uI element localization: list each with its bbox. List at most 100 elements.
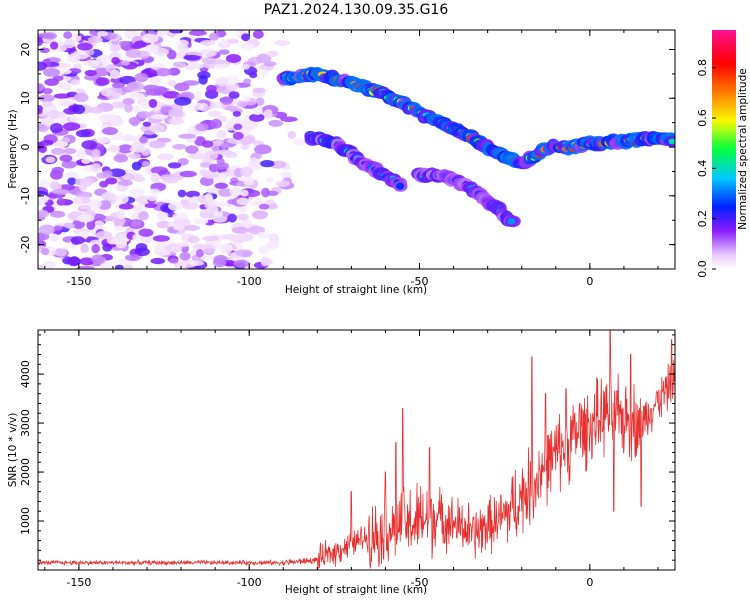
spectrogram-noise-cell [177, 158, 189, 166]
spectrogram-noise-cell [230, 234, 247, 244]
spectrogram-noise-cell [128, 91, 140, 97]
spectrogram-noise-cell [233, 259, 250, 268]
spectrogram-noise-cell [188, 30, 207, 36]
spectrogram-noise-cell [50, 233, 59, 243]
spectrogram-noise-cell [212, 257, 227, 268]
spectrogram-noise-cell [41, 247, 50, 256]
spectrogram-noise-cell [265, 241, 280, 250]
spectrogram-noise-cell [150, 114, 168, 120]
spectrogram-noise-cell [202, 235, 220, 242]
colorbar: 0.0 0.2 0.4 0.6 0.8 Normalized spectral ampl… [696, 30, 749, 278]
spectrogram-noise-cell [116, 209, 126, 220]
spectrogram-noise-cell [168, 258, 179, 264]
spectrogram-noise-cell [131, 141, 145, 151]
spectrogram-noise-cell [110, 77, 123, 84]
spectrogram-noise-cell [251, 210, 268, 220]
spectrogram-noise-cell [42, 87, 53, 95]
spectrogram-noise-cell [75, 129, 91, 138]
spectrogram-noise-cell [86, 48, 95, 56]
spectrogram-noise-cell [149, 140, 166, 149]
spectrogram-noise-cell [214, 63, 229, 69]
spectrogram-ytick-label: 20 [19, 43, 32, 57]
spectrogram-noise-cell [248, 157, 260, 168]
spectrogram-noise-cell [222, 243, 233, 251]
spectrogram-noise-cell [242, 120, 258, 131]
spectrogram-noise-cell [91, 243, 101, 254]
spectrogram-noise-cell [76, 149, 87, 160]
spectrogram-noise-cell [243, 78, 252, 84]
spectrogram-noise-cell [235, 249, 254, 257]
spectrogram-noise-cell [38, 37, 44, 46]
spectrogram-noise-cell [185, 145, 199, 154]
spectrogram-noise-cell [274, 111, 288, 119]
spectrogram-noise-cell [182, 224, 201, 231]
spectrogram-noise-cell [67, 53, 80, 63]
spectrogram-ytick-label: -10 [19, 187, 32, 205]
spectrogram-noise-cell [111, 101, 125, 109]
spectrogram-noise-cell [107, 145, 121, 153]
spectrogram-noise-cell [232, 131, 244, 140]
spectrogram-noise-cell [57, 98, 75, 107]
spectrogram-noise-cell [45, 156, 56, 163]
spectrogram-noise-cell [38, 94, 55, 103]
spectrogram-noise-cell [38, 209, 50, 218]
spectrogram-noise-cell [141, 33, 159, 44]
snr-ticks: -150 -100 -50 0 1000 2000 3000 4000 [19, 330, 675, 589]
spectrogram-noise-cell [40, 179, 50, 187]
spectrogram-noise-cell [240, 43, 255, 50]
spectrogram-ridge-cell [396, 182, 405, 190]
spectrogram-ridge-cell [507, 217, 516, 225]
spectrogram-noise-cell [84, 69, 97, 77]
spectrogram-noise-cell [90, 163, 102, 173]
spectrogram-noise-cell [80, 243, 89, 254]
spectrogram-noise-cell [227, 38, 239, 44]
spectrogram-noise-cell [121, 134, 137, 142]
spectrogram-frame [37, 29, 676, 270]
spectrogram-noise-cell [118, 203, 134, 210]
spectrogram-noise-cell [96, 136, 110, 144]
spectrogram-noise-cell [201, 140, 214, 148]
spectrogram-noise-cell [70, 236, 85, 245]
spectrogram-noise-cell [219, 143, 229, 150]
spectrogram-noise-cell [200, 39, 216, 46]
spectrogram-noise-cell [54, 141, 69, 148]
spectrogram-noise-cell [205, 206, 217, 214]
spectrogram-xtick-label: -50 [411, 275, 429, 288]
snr-ytick-label: 2000 [19, 458, 32, 486]
spectrogram-noise-cell [194, 90, 203, 101]
spectrogram-noise-cell [122, 98, 135, 106]
spectrogram-noise-cell [62, 122, 81, 131]
spectrogram-noise-cell [38, 105, 44, 112]
spectrogram-noise-cell [68, 115, 81, 122]
spectrogram-noise-cell [189, 260, 205, 266]
spectrogram-noise-cell [49, 181, 60, 190]
spectrogram-noise-cell [188, 63, 205, 69]
spectrogram-noise-cell [53, 225, 64, 231]
spectrogram-noise-cell [252, 87, 266, 94]
spectrogram-noise-cell [280, 116, 298, 122]
spectrogram-noise-cell [185, 190, 200, 198]
spectrogram-noise-cell [179, 251, 191, 261]
spectrogram-noise-cell [224, 75, 239, 86]
spectrogram-noise-cell [293, 138, 306, 147]
spectrogram-noise-cell [268, 119, 283, 127]
spectrogram-noise-cell [178, 133, 196, 139]
spectrogram-noise-cell [91, 254, 104, 265]
spectrogram-noise-cell [188, 102, 205, 111]
spectrogram-noise-cell [102, 127, 118, 136]
spectrogram-noise-cell [258, 203, 270, 210]
spectrogram-noise-cell [63, 148, 77, 155]
spectrogram-noise-cell [173, 61, 187, 69]
spectrogram-noise-cell [233, 123, 243, 130]
spectrogram-noise-cell [263, 109, 273, 119]
spectrogram-noise-cell [59, 154, 73, 162]
spectrogram-noise-cell [240, 166, 254, 177]
spectrogram-noise-cell [63, 31, 73, 39]
spectrogram-noise-cell [67, 177, 77, 186]
spectrogram-noise-cell [195, 248, 204, 258]
spectrogram-noise-cell [227, 213, 237, 223]
spectrogram-noise-cell [216, 149, 233, 155]
snr-ytick-label: 3000 [19, 409, 32, 437]
spectrogram-noise-cell [225, 83, 240, 91]
spectrogram-ytick-label: -20 [19, 236, 32, 254]
